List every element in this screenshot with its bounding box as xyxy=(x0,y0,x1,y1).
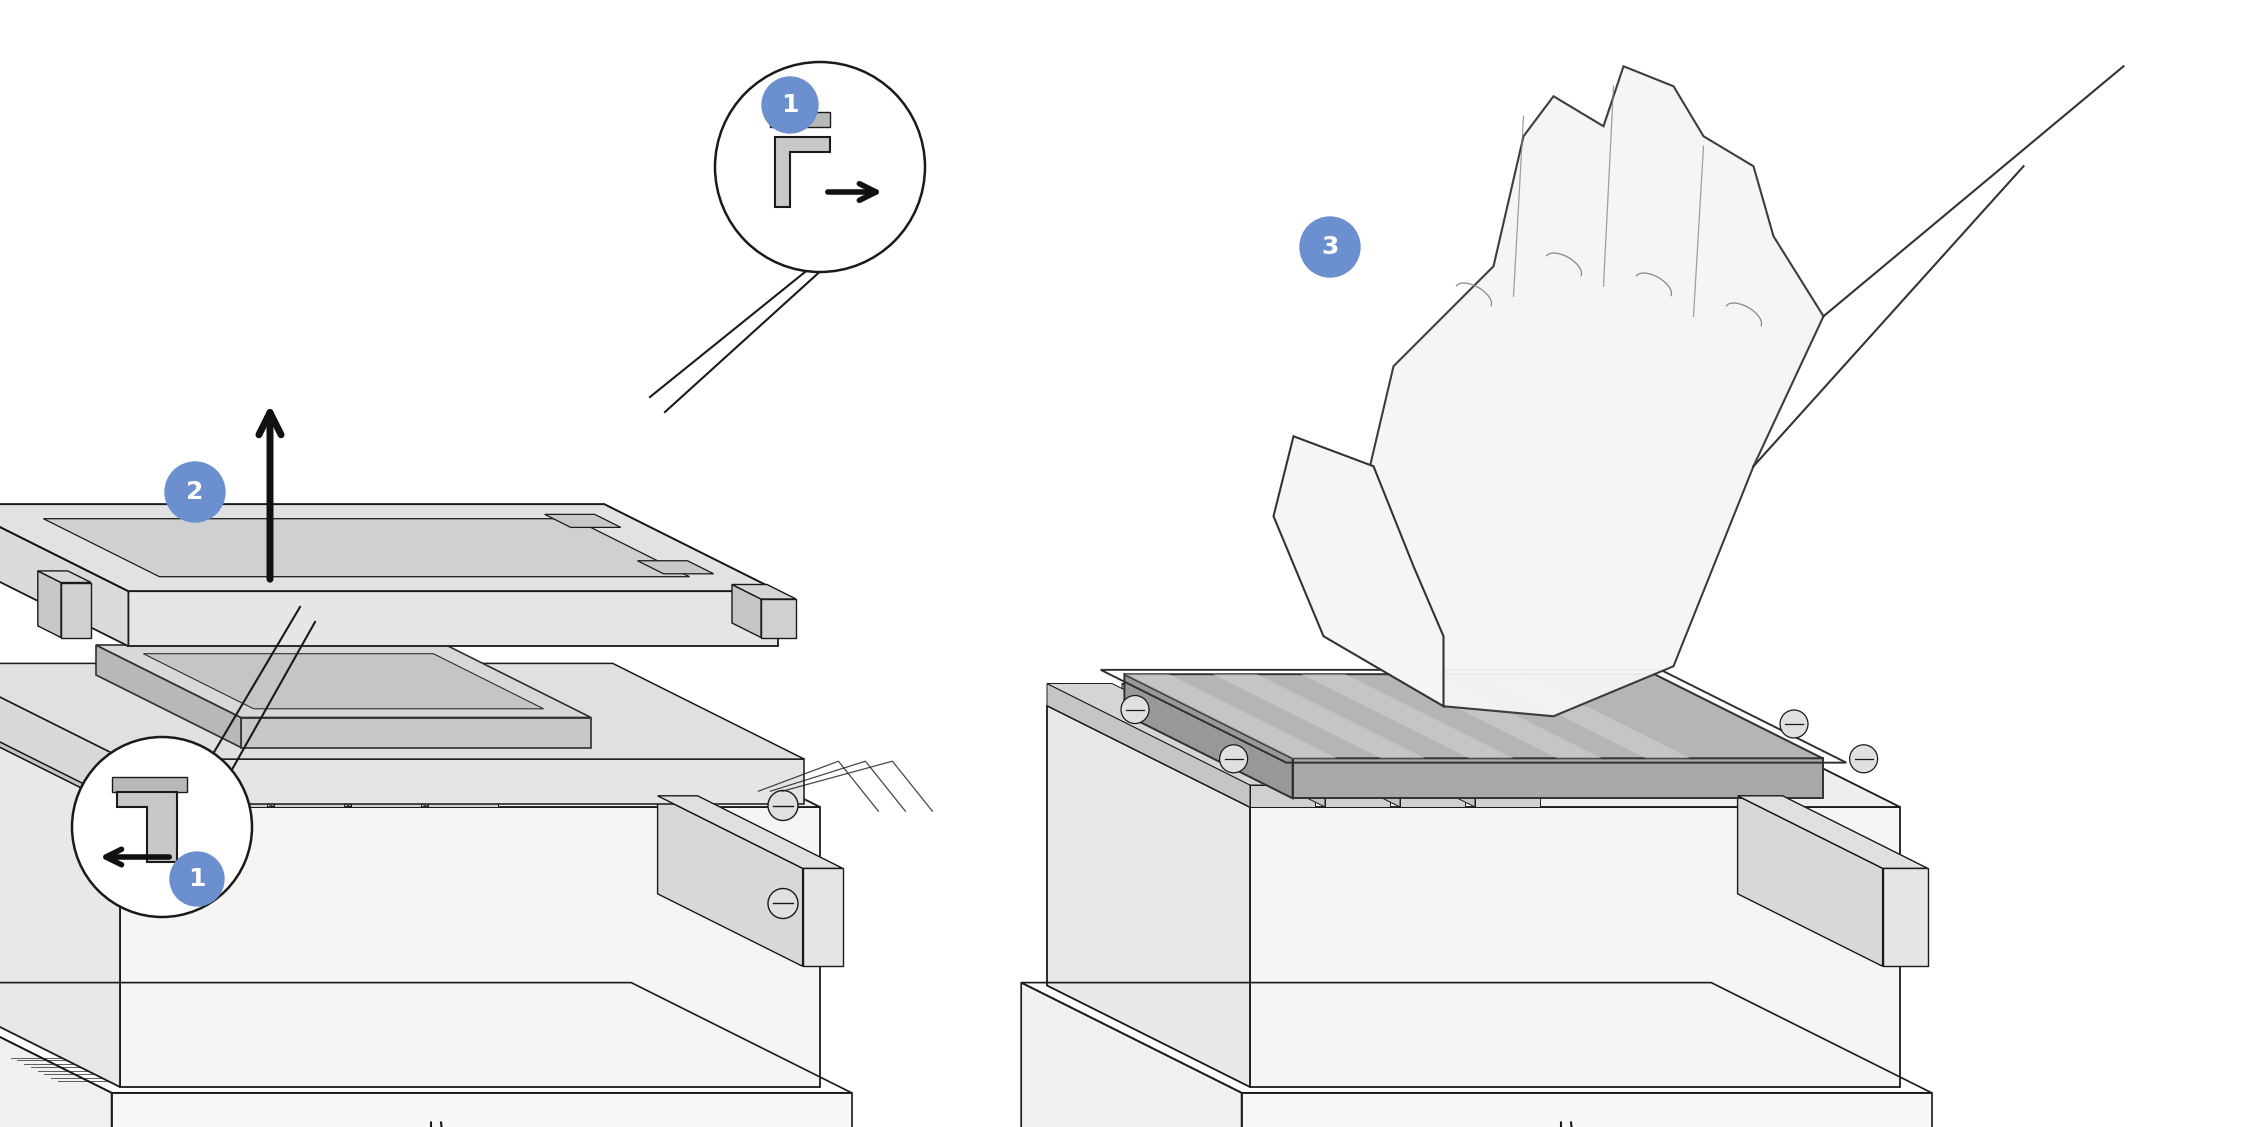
Polygon shape xyxy=(117,792,178,862)
Polygon shape xyxy=(1126,674,1337,758)
Polygon shape xyxy=(732,585,761,638)
Polygon shape xyxy=(1213,674,1425,758)
Polygon shape xyxy=(1477,674,1691,758)
Polygon shape xyxy=(1249,786,1315,807)
Polygon shape xyxy=(113,1093,851,1127)
Circle shape xyxy=(164,462,225,522)
Polygon shape xyxy=(1882,868,1927,966)
Polygon shape xyxy=(774,137,831,207)
Polygon shape xyxy=(225,681,497,782)
Polygon shape xyxy=(241,718,592,747)
Polygon shape xyxy=(97,645,241,747)
Polygon shape xyxy=(657,796,842,868)
Polygon shape xyxy=(72,681,275,807)
Circle shape xyxy=(768,888,799,919)
Circle shape xyxy=(1220,745,1247,773)
Text: 2: 2 xyxy=(187,480,203,504)
Polygon shape xyxy=(761,598,797,638)
Polygon shape xyxy=(1126,674,1292,798)
Circle shape xyxy=(171,852,225,906)
Polygon shape xyxy=(225,681,428,807)
Polygon shape xyxy=(0,664,124,804)
Polygon shape xyxy=(1047,683,1249,807)
Polygon shape xyxy=(1047,706,1249,1088)
Polygon shape xyxy=(38,571,90,583)
Polygon shape xyxy=(1198,683,1465,786)
Polygon shape xyxy=(1301,674,1513,758)
Polygon shape xyxy=(119,782,189,807)
Polygon shape xyxy=(0,681,119,807)
Polygon shape xyxy=(1243,1093,1931,1127)
Polygon shape xyxy=(0,706,819,807)
Circle shape xyxy=(1301,218,1360,277)
Polygon shape xyxy=(128,592,779,646)
Circle shape xyxy=(716,62,925,272)
Circle shape xyxy=(1781,710,1808,738)
Circle shape xyxy=(768,790,799,820)
Polygon shape xyxy=(38,571,61,638)
Polygon shape xyxy=(804,868,842,966)
Circle shape xyxy=(763,77,817,133)
Polygon shape xyxy=(1121,683,1326,807)
Polygon shape xyxy=(1022,983,1243,1127)
Polygon shape xyxy=(732,585,797,598)
Polygon shape xyxy=(97,645,592,718)
Polygon shape xyxy=(770,112,831,127)
Polygon shape xyxy=(0,706,119,1088)
Polygon shape xyxy=(545,514,621,527)
Polygon shape xyxy=(124,760,804,804)
Polygon shape xyxy=(119,807,819,1088)
Polygon shape xyxy=(1198,683,1400,807)
Polygon shape xyxy=(1292,758,1823,798)
Polygon shape xyxy=(637,561,714,574)
Polygon shape xyxy=(1353,66,1823,717)
Circle shape xyxy=(1850,745,1877,773)
Polygon shape xyxy=(275,782,344,807)
Polygon shape xyxy=(0,664,804,760)
Polygon shape xyxy=(113,777,187,792)
Polygon shape xyxy=(0,504,128,646)
Polygon shape xyxy=(0,983,113,1127)
Polygon shape xyxy=(1474,786,1540,807)
Text: 3: 3 xyxy=(1321,236,1339,259)
Polygon shape xyxy=(72,681,344,782)
Text: 1: 1 xyxy=(189,867,205,891)
Text: 1: 1 xyxy=(781,94,799,117)
Polygon shape xyxy=(428,782,497,807)
Polygon shape xyxy=(1274,436,1443,707)
Polygon shape xyxy=(1326,786,1391,807)
Circle shape xyxy=(72,737,252,917)
Polygon shape xyxy=(198,782,268,807)
Polygon shape xyxy=(61,583,90,638)
Polygon shape xyxy=(1121,683,1391,786)
Polygon shape xyxy=(1047,706,1900,807)
Polygon shape xyxy=(351,782,421,807)
Polygon shape xyxy=(149,681,351,807)
Polygon shape xyxy=(0,681,268,782)
Polygon shape xyxy=(0,504,779,592)
Polygon shape xyxy=(1047,683,1315,786)
Polygon shape xyxy=(1400,786,1465,807)
Polygon shape xyxy=(1272,683,1474,807)
Polygon shape xyxy=(1738,796,1882,966)
Polygon shape xyxy=(657,796,804,966)
Polygon shape xyxy=(1272,683,1540,786)
Polygon shape xyxy=(149,681,421,782)
Polygon shape xyxy=(1738,796,1927,868)
Polygon shape xyxy=(43,518,689,577)
Polygon shape xyxy=(144,654,542,709)
Polygon shape xyxy=(1126,674,1823,758)
Circle shape xyxy=(1121,695,1148,724)
Polygon shape xyxy=(0,681,189,782)
Polygon shape xyxy=(1249,807,1900,1088)
Polygon shape xyxy=(0,681,198,807)
Polygon shape xyxy=(1389,674,1603,758)
